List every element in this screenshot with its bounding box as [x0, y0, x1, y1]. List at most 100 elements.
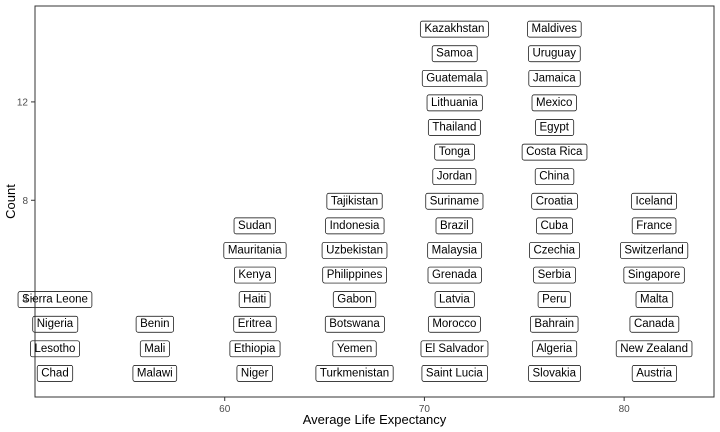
data-label-text: Maldives	[532, 23, 578, 35]
data-label-algeria: Algeria	[531, 340, 578, 358]
data-label-text: Uruguay	[533, 48, 577, 60]
data-label-text: Malawi	[137, 367, 173, 379]
data-label-jordan: Jordan	[432, 168, 477, 186]
y-tick-label: 4	[22, 294, 28, 305]
data-label-text: Costa Rica	[526, 146, 583, 158]
data-label-box	[537, 291, 571, 308]
data-label-text: Gabon	[337, 294, 372, 306]
data-label-box	[620, 242, 689, 259]
data-label-chad: Chad	[36, 365, 74, 382]
data-label-text: Kazakhstan	[424, 23, 484, 35]
data-label-text: Uzbekistan	[326, 244, 383, 256]
data-label-text: Sierra Leone	[22, 294, 88, 306]
data-label-serbia: Serbia	[533, 266, 576, 284]
data-label-switzerland: Switzerland	[620, 242, 689, 259]
data-label-box	[635, 291, 674, 308]
data-label-text: Canada	[634, 318, 675, 330]
data-label-jamaica: Jamaica	[528, 69, 581, 87]
data-label-box	[535, 119, 575, 136]
data-label-text: Ethiopia	[234, 343, 276, 355]
data-label-text: Iceland	[636, 195, 673, 207]
data-label-mali: Mali	[139, 340, 170, 358]
data-label-niger: Niger	[236, 365, 273, 382]
data-label-croatia: Croatia	[531, 192, 578, 210]
data-label-text: Niger	[241, 367, 269, 379]
data-label-kazakhstan: Kazakhstan	[419, 20, 489, 38]
data-label-costa-rica: Costa Rica	[521, 143, 588, 161]
data-label-box	[326, 192, 383, 210]
data-label-text: El Salvador	[425, 343, 484, 355]
data-label-lithuania: Lithuania	[426, 94, 483, 112]
data-label-peru: Peru	[537, 291, 571, 308]
data-label-box	[223, 242, 287, 259]
data-label-text: Brazil	[440, 220, 469, 232]
data-label-box	[236, 365, 273, 382]
data-label-text: Bahrain	[534, 318, 574, 330]
data-label-box	[432, 168, 477, 186]
data-label-malaysia: Malaysia	[427, 242, 483, 259]
data-label-box	[631, 192, 677, 210]
data-label-ethiopia: Ethiopia	[229, 340, 281, 358]
data-label-botswana: Botswana	[324, 315, 385, 333]
data-label-nigeria: Nigeria	[32, 315, 79, 333]
data-label-text: Lithuania	[431, 97, 478, 109]
data-label-text: Grenada	[432, 269, 477, 281]
data-label-text: Sudan	[238, 220, 271, 232]
data-label-latvia: Latvia	[434, 291, 475, 308]
data-label-box	[425, 192, 484, 210]
data-label-box	[238, 291, 271, 308]
data-label-text: Lesotho	[35, 343, 76, 355]
data-label-box	[332, 340, 377, 358]
data-label-box	[325, 217, 385, 235]
data-label-box	[531, 340, 578, 358]
data-label-brazil: Brazil	[435, 217, 474, 235]
data-label-box	[427, 119, 481, 136]
data-label-sierra-leone: Sierra Leone	[17, 291, 93, 308]
data-label-mexico: Mexico	[531, 94, 577, 112]
data-label-box	[529, 242, 580, 259]
data-label-cuba: Cuba	[536, 217, 573, 235]
data-label-box	[615, 340, 693, 358]
data-label-sudan: Sudan	[233, 217, 276, 235]
data-label-czechia: Czechia	[529, 242, 580, 259]
data-label-france: France	[631, 217, 677, 235]
data-label-box	[315, 365, 394, 382]
data-label-box	[421, 365, 488, 382]
data-label-text: Jordan	[437, 171, 472, 183]
data-label-new-zealand: New Zealand	[615, 340, 693, 358]
data-label-yemen: Yemen	[332, 340, 377, 358]
data-label-text: Serbia	[538, 269, 572, 281]
data-label-canada: Canada	[629, 315, 680, 333]
x-axis-ticks: 60 70 80	[219, 397, 630, 415]
data-label-box	[531, 192, 578, 210]
data-label-box	[528, 365, 581, 382]
data-label-box	[30, 340, 80, 358]
data-label-text: Algeria	[536, 343, 572, 355]
data-label-box	[534, 168, 575, 186]
data-label-maldives: Maldives	[527, 20, 582, 38]
data-label-text: Eritrea	[238, 318, 272, 330]
data-label-text: Jamaica	[533, 72, 576, 84]
data-label-box	[229, 340, 281, 358]
data-label-uzbekistan: Uzbekistan	[321, 242, 388, 259]
data-label-malawi: Malawi	[132, 365, 178, 382]
data-label-text: Tajikistan	[331, 195, 378, 207]
data-label-guatemala: Guatemala	[421, 69, 488, 87]
data-label-text: Tonga	[439, 146, 471, 158]
data-label-box	[233, 315, 277, 333]
data-label-kenya: Kenya	[234, 266, 276, 284]
data-label-text: Haiti	[243, 294, 266, 306]
y-axis-title: Count	[3, 184, 18, 219]
data-label-austria: Austria	[631, 365, 677, 382]
data-label-text: Samoa	[436, 48, 473, 60]
data-label-box	[132, 365, 178, 382]
data-label-text: Benin	[140, 318, 169, 330]
data-label-text: Singapore	[628, 269, 680, 281]
data-label-turkmenistan: Turkmenistan	[315, 365, 394, 382]
data-label-text: China	[539, 171, 570, 183]
data-label-saint-lucia: Saint Lucia	[421, 365, 488, 382]
data-label-text: Slovakia	[533, 367, 577, 379]
data-label-bahrain: Bahrain	[530, 315, 579, 333]
